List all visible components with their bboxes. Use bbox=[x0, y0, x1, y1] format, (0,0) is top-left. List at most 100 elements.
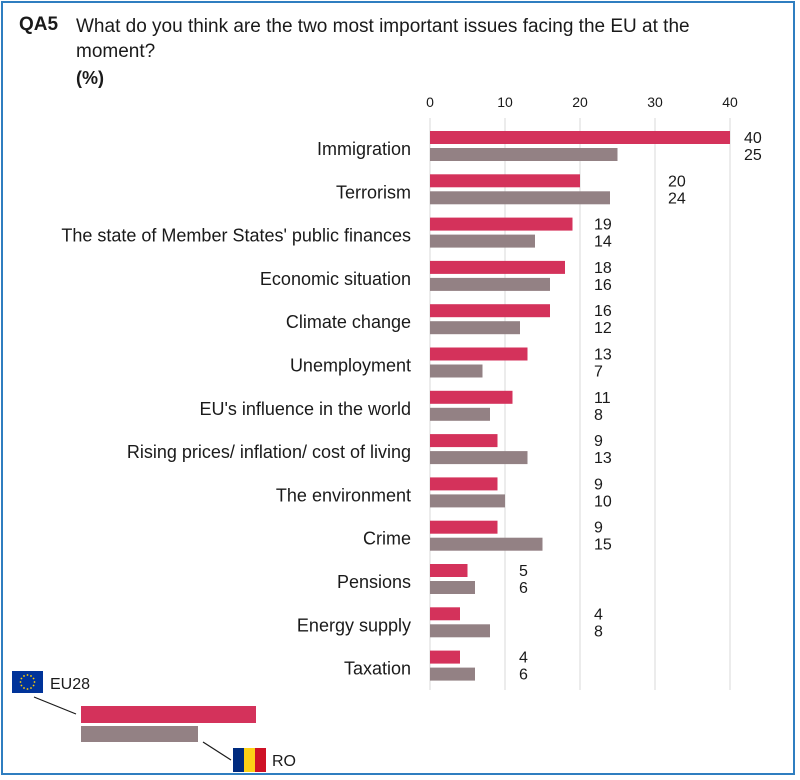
value-label-ro: 13 bbox=[594, 450, 612, 467]
category-label: Rising prices/ inflation/ cost of living bbox=[127, 442, 411, 462]
eu-star bbox=[30, 687, 32, 689]
legend-label-eu28: EU28 bbox=[50, 676, 90, 693]
value-label-eu28: 5 bbox=[519, 563, 528, 580]
value-label-eu28: 4 bbox=[594, 606, 603, 623]
eu-flag-icon bbox=[12, 671, 43, 693]
bar-ro bbox=[430, 234, 535, 248]
category-label: Immigration bbox=[317, 139, 411, 159]
x-tick-label: 30 bbox=[647, 94, 663, 110]
eu-star bbox=[20, 684, 23, 687]
category-label: Crime bbox=[363, 529, 411, 549]
eu-star bbox=[19, 681, 22, 683]
value-label-ro: 12 bbox=[594, 320, 612, 337]
bar-eu28 bbox=[430, 564, 468, 577]
value-label-eu28: 13 bbox=[594, 347, 612, 364]
bar-eu28 bbox=[430, 131, 730, 144]
legend-bar-ro bbox=[81, 726, 198, 742]
question-id: QA5 bbox=[19, 14, 59, 35]
legend: EU28 RO bbox=[12, 671, 296, 772]
x-tick-label: 10 bbox=[497, 94, 513, 110]
category-label: Pensions bbox=[337, 572, 411, 592]
category-label: Economic situation bbox=[260, 269, 411, 289]
value-label-eu28: 9 bbox=[594, 520, 603, 537]
bar-ro bbox=[430, 191, 610, 205]
value-label-ro: 14 bbox=[594, 234, 612, 251]
value-label-eu28: 9 bbox=[594, 476, 603, 493]
bar-ro bbox=[430, 407, 490, 421]
value-label-eu28: 20 bbox=[668, 173, 686, 190]
bar-ro bbox=[430, 364, 483, 378]
eu-star bbox=[32, 684, 35, 687]
bar-eu28 bbox=[430, 174, 580, 188]
bar-ro bbox=[430, 624, 490, 638]
eu-star bbox=[20, 677, 23, 680]
category-label: EU's influence in the world bbox=[199, 399, 411, 419]
bar-eu28 bbox=[430, 607, 460, 621]
gridlines bbox=[429, 118, 731, 690]
legend-label-ro: RO bbox=[272, 753, 296, 770]
eu-star bbox=[23, 675, 25, 677]
category-label: Unemployment bbox=[290, 356, 411, 376]
value-label-ro: 6 bbox=[519, 580, 528, 597]
value-label-eu28: 9 bbox=[594, 433, 603, 450]
value-label-eu28: 16 bbox=[594, 303, 612, 320]
bar-eu28 bbox=[430, 390, 513, 404]
question-text: What do you think are the two most impor… bbox=[76, 16, 690, 62]
value-label-ro: 8 bbox=[594, 623, 603, 640]
legend-bar-eu28 bbox=[81, 706, 256, 723]
unit-label: (%) bbox=[76, 68, 104, 88]
ro-flag-icon bbox=[233, 748, 266, 772]
value-label-ro: 8 bbox=[594, 407, 603, 424]
x-tick-label: 40 bbox=[722, 94, 738, 110]
category-label: The environment bbox=[276, 485, 411, 505]
category-labels: Immigration Terrorism The state of Member … bbox=[61, 139, 411, 679]
bar-ro bbox=[430, 537, 543, 551]
value-label-eu28: 4 bbox=[519, 650, 528, 667]
category-label: Terrorism bbox=[336, 182, 411, 202]
value-label-ro: 6 bbox=[519, 667, 528, 684]
bar-eu28 bbox=[430, 650, 460, 664]
bar-eu28 bbox=[430, 434, 498, 448]
bar-ro bbox=[430, 494, 505, 508]
x-axis-ticks: 0 10 20 30 40 bbox=[426, 94, 738, 110]
eu-star bbox=[23, 687, 25, 689]
bar-eu28 bbox=[430, 260, 565, 274]
category-label: The state of Member States' public finan… bbox=[61, 226, 411, 246]
value-label-ro: 25 bbox=[744, 147, 762, 164]
eu-star bbox=[26, 688, 29, 690]
bar-eu28 bbox=[430, 520, 498, 534]
bar-ro bbox=[430, 581, 475, 594]
eu-star bbox=[26, 674, 29, 676]
x-tick-label: 20 bbox=[572, 94, 588, 110]
bar-eu28 bbox=[430, 477, 498, 491]
value-label-eu28: 18 bbox=[594, 260, 612, 277]
bars bbox=[430, 131, 730, 681]
x-tick-label: 0 bbox=[426, 94, 434, 110]
bar-ro bbox=[430, 321, 520, 335]
bar-ro bbox=[430, 451, 528, 465]
value-label-ro: 15 bbox=[594, 537, 612, 554]
value-labels: 4025202419141816161213711891391091556484… bbox=[519, 130, 762, 684]
value-label-eu28: 11 bbox=[594, 390, 611, 407]
bar-eu28 bbox=[430, 304, 550, 318]
category-label: Climate change bbox=[286, 312, 411, 332]
legend-connector-eu28 bbox=[33, 696, 77, 715]
value-label-ro: 16 bbox=[594, 277, 612, 294]
value-label-ro: 10 bbox=[594, 493, 612, 510]
bar-eu28 bbox=[430, 217, 573, 231]
eu-star bbox=[30, 675, 32, 677]
value-label-ro: 7 bbox=[594, 364, 603, 381]
bar-ro bbox=[430, 277, 550, 291]
bar-eu28 bbox=[430, 347, 528, 361]
bar-ro bbox=[430, 667, 475, 681]
eu-star bbox=[33, 681, 36, 683]
category-label: Energy supply bbox=[297, 615, 411, 635]
category-label: Taxation bbox=[344, 659, 411, 679]
legend-connector-ro bbox=[202, 741, 232, 761]
value-label-ro: 24 bbox=[668, 190, 686, 207]
bar-ro bbox=[430, 148, 618, 161]
value-label-eu28: 40 bbox=[744, 130, 762, 147]
value-label-eu28: 19 bbox=[594, 217, 612, 234]
